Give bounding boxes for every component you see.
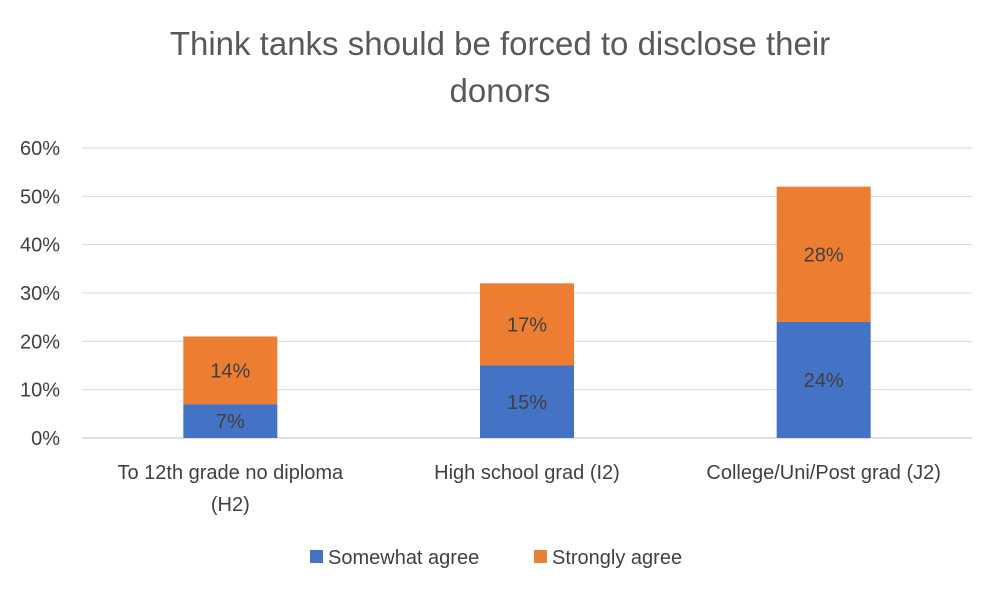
y-tick-label: 30%: [20, 283, 60, 305]
chart-title-line: Think tanks should be forced to disclose…: [170, 25, 830, 62]
bar-segment: [183, 336, 278, 405]
chart-title-line: donors: [450, 72, 551, 109]
bar-segment: [183, 404, 278, 438]
bar-segment: [776, 322, 871, 438]
legend: Somewhat agree Strongly agree: [310, 547, 682, 569]
y-tick-label: 10%: [20, 380, 60, 402]
y-axis-tick-labels: 0% 10% 20% 30% 40% 50% 60%: [20, 138, 60, 450]
x-category-label: High school grad (I2): [434, 462, 620, 484]
x-category-label: To 12th grade no diploma: [117, 462, 344, 484]
legend-label: Strongly agree: [552, 547, 682, 569]
x-category-label: (H2): [211, 494, 250, 516]
bar-segment: [776, 186, 871, 322]
legend-swatch: [310, 550, 323, 563]
bar-segment: [480, 283, 574, 366]
y-tick-label: 0%: [31, 428, 60, 450]
legend-swatch: [534, 550, 547, 563]
bars: 7% 14% 15% 17% 24% 28%: [183, 186, 871, 438]
data-label: 17%: [507, 314, 547, 336]
chart-title: Think tanks should be forced to disclose…: [170, 25, 830, 109]
x-category-label: College/Uni/Post grad (J2): [706, 462, 941, 484]
legend-label: Somewhat agree: [328, 547, 479, 569]
data-label: 7%: [216, 411, 245, 433]
data-label: 15%: [507, 392, 547, 414]
bar-segment: [480, 365, 574, 438]
y-tick-label: 20%: [20, 331, 60, 353]
data-label: 24%: [804, 370, 844, 392]
data-label: 14%: [210, 360, 250, 382]
x-axis-category-labels: To 12th grade no diploma (H2) High school …: [117, 462, 940, 516]
y-tick-label: 60%: [20, 138, 60, 160]
y-tick-label: 40%: [20, 235, 60, 257]
y-tick-label: 50%: [20, 186, 60, 208]
data-label: 28%: [804, 244, 844, 266]
